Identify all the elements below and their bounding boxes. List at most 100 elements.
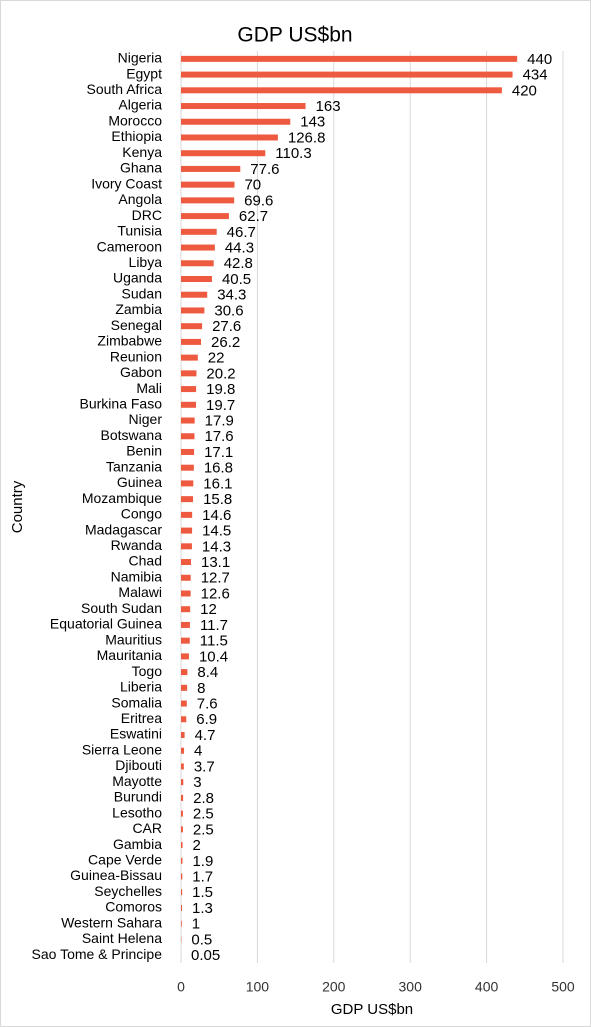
bar xyxy=(181,653,189,660)
y-tick-label: Comoros xyxy=(105,899,162,915)
x-tick-label: 0 xyxy=(177,979,185,995)
value-label: 4.7 xyxy=(195,727,216,744)
bar xyxy=(181,354,198,361)
chart-title: GDP US$bn xyxy=(237,24,352,47)
value-label: 1 xyxy=(192,916,200,933)
value-label: 6.9 xyxy=(196,711,217,728)
bar xyxy=(181,669,188,676)
y-tick-label: South Sudan xyxy=(81,600,162,616)
bar xyxy=(181,496,194,503)
value-label: 19.7 xyxy=(206,397,235,414)
y-tick-label: Namibia xyxy=(111,568,163,584)
bar xyxy=(181,747,185,754)
y-tick-label: Tunisia xyxy=(117,223,162,239)
y-tick-label: Seychelles xyxy=(94,883,162,899)
y-tick-label: Equatorial Guinea xyxy=(50,616,162,632)
y-tick-label: South Africa xyxy=(87,81,163,97)
value-label: 0.05 xyxy=(191,947,220,964)
value-label: 1.9 xyxy=(192,853,213,870)
y-tick-label: Ghana xyxy=(120,160,162,176)
value-label: 163 xyxy=(316,98,341,115)
y-tick-label: Somalia xyxy=(111,694,162,710)
value-label: 26.2 xyxy=(211,334,240,351)
bar xyxy=(181,417,195,424)
bar xyxy=(181,873,183,880)
value-label: 46.7 xyxy=(227,224,256,241)
y-tick-label: Togo xyxy=(132,663,163,679)
bar xyxy=(181,527,193,534)
bar xyxy=(181,71,513,78)
y-tick-label: Guinea xyxy=(117,474,162,490)
x-tick-label: 300 xyxy=(399,979,423,995)
y-axis-title: Country xyxy=(9,480,26,533)
bar xyxy=(181,228,217,235)
value-label: 4 xyxy=(194,743,202,760)
bar xyxy=(181,386,197,393)
value-label: 11.7 xyxy=(200,617,228,634)
value-label: 70 xyxy=(244,177,261,194)
value-label: 27.6 xyxy=(212,318,241,335)
value-label: 110.3 xyxy=(275,145,311,162)
y-tick-label: Cape Verde xyxy=(88,851,162,867)
value-label: 143 xyxy=(300,114,325,131)
value-label: 2 xyxy=(193,837,201,854)
value-label: 19.8 xyxy=(206,381,235,398)
value-label: 14.5 xyxy=(202,523,231,540)
y-tick-label: Nigeria xyxy=(118,50,163,66)
bar xyxy=(181,55,518,62)
bar xyxy=(181,338,202,345)
value-label: 16.8 xyxy=(204,460,233,477)
bar xyxy=(181,165,241,172)
value-label: 2.5 xyxy=(193,806,214,823)
value-label: 3.7 xyxy=(194,758,215,775)
value-label: 16.1 xyxy=(203,475,232,492)
bar xyxy=(181,559,192,566)
value-label: 62.7 xyxy=(239,208,268,225)
bar xyxy=(181,244,215,251)
value-label: 434 xyxy=(523,67,548,84)
bar xyxy=(181,763,184,770)
value-label: 2.8 xyxy=(193,790,214,807)
value-label: 12 xyxy=(200,601,217,618)
value-label: 34.3 xyxy=(217,287,246,304)
bar xyxy=(181,464,194,471)
bar xyxy=(181,323,203,330)
y-tick-label: Madagascar xyxy=(85,521,162,537)
y-tick-label: Mozambique xyxy=(82,490,162,506)
bar xyxy=(181,606,191,613)
bar xyxy=(181,904,182,911)
bar xyxy=(181,260,214,267)
bar xyxy=(181,370,197,377)
y-tick-label: Benin xyxy=(126,443,162,459)
y-tick-label: Eswatini xyxy=(110,726,162,742)
y-tick-label: Niger xyxy=(129,411,163,427)
y-tick-label: Djibouti xyxy=(115,757,162,773)
y-tick-label: Chad xyxy=(129,553,162,569)
value-label: 30.6 xyxy=(214,302,243,319)
value-label: 69.6 xyxy=(244,192,273,209)
bar xyxy=(181,889,183,896)
value-label: 10.4 xyxy=(199,648,228,665)
bar xyxy=(181,684,188,691)
value-label: 20.2 xyxy=(206,365,235,382)
value-label: 126.8 xyxy=(288,129,326,146)
bar xyxy=(181,574,191,581)
y-tick-label: Zimbabwe xyxy=(97,333,162,349)
value-label: 14.6 xyxy=(202,507,231,524)
value-label: 12.6 xyxy=(201,585,230,602)
bar xyxy=(181,150,266,157)
bar xyxy=(181,118,291,125)
bar xyxy=(181,543,192,550)
bar xyxy=(181,433,195,440)
bar xyxy=(181,826,183,833)
bar xyxy=(181,448,195,455)
bar xyxy=(181,511,193,518)
bar xyxy=(181,213,229,220)
bar xyxy=(181,810,183,817)
bar xyxy=(181,276,212,282)
bar xyxy=(181,716,187,723)
y-tick-label: Reunion xyxy=(110,348,162,364)
